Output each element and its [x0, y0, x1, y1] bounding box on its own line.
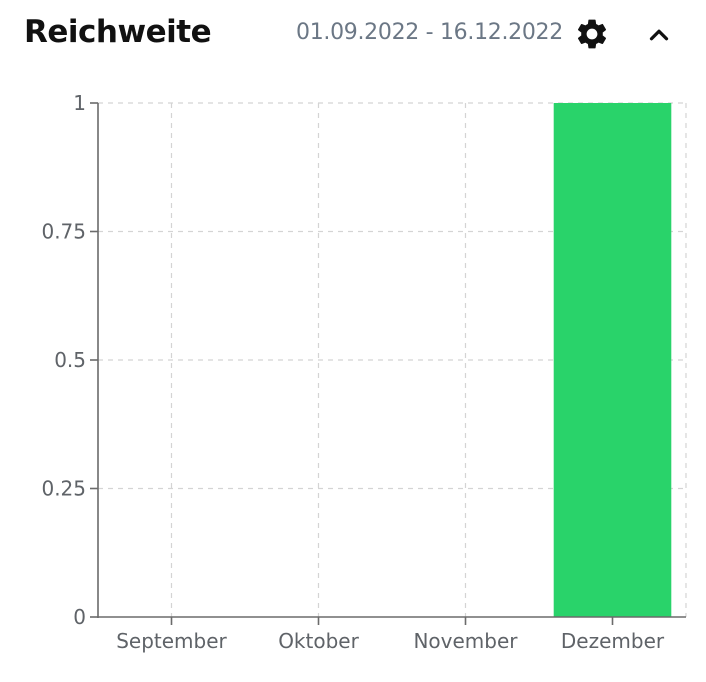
y-tick-label: 0.75: [41, 220, 86, 244]
x-axis-ticks: September Oktober November Dezember: [116, 617, 665, 653]
chevron-up-icon[interactable]: [644, 20, 674, 50]
x-tick-label-september: September: [116, 629, 227, 653]
y-tick-label: 0.5: [54, 348, 86, 372]
chart-title: Reichweite: [24, 14, 212, 50]
y-tick-label: 0.25: [41, 477, 86, 501]
gear-icon[interactable]: [574, 16, 610, 52]
x-tick-label-dezember: Dezember: [561, 629, 665, 653]
chart-header: Reichweite 01.09.2022 - 16.12.2022: [0, 0, 706, 72]
bars: [553, 103, 672, 617]
x-tick-label-november: November: [413, 629, 518, 653]
x-tick-label-oktober: Oktober: [278, 629, 359, 653]
y-tick-label: 0: [73, 605, 86, 629]
y-tick-label: 1: [73, 91, 86, 115]
date-range[interactable]: 01.09.2022 - 16.12.2022: [296, 20, 563, 45]
bar-dezember[interactable]: [553, 103, 672, 617]
y-axis-ticks: 0 0.25 0.5 0.75 1: [41, 91, 98, 629]
